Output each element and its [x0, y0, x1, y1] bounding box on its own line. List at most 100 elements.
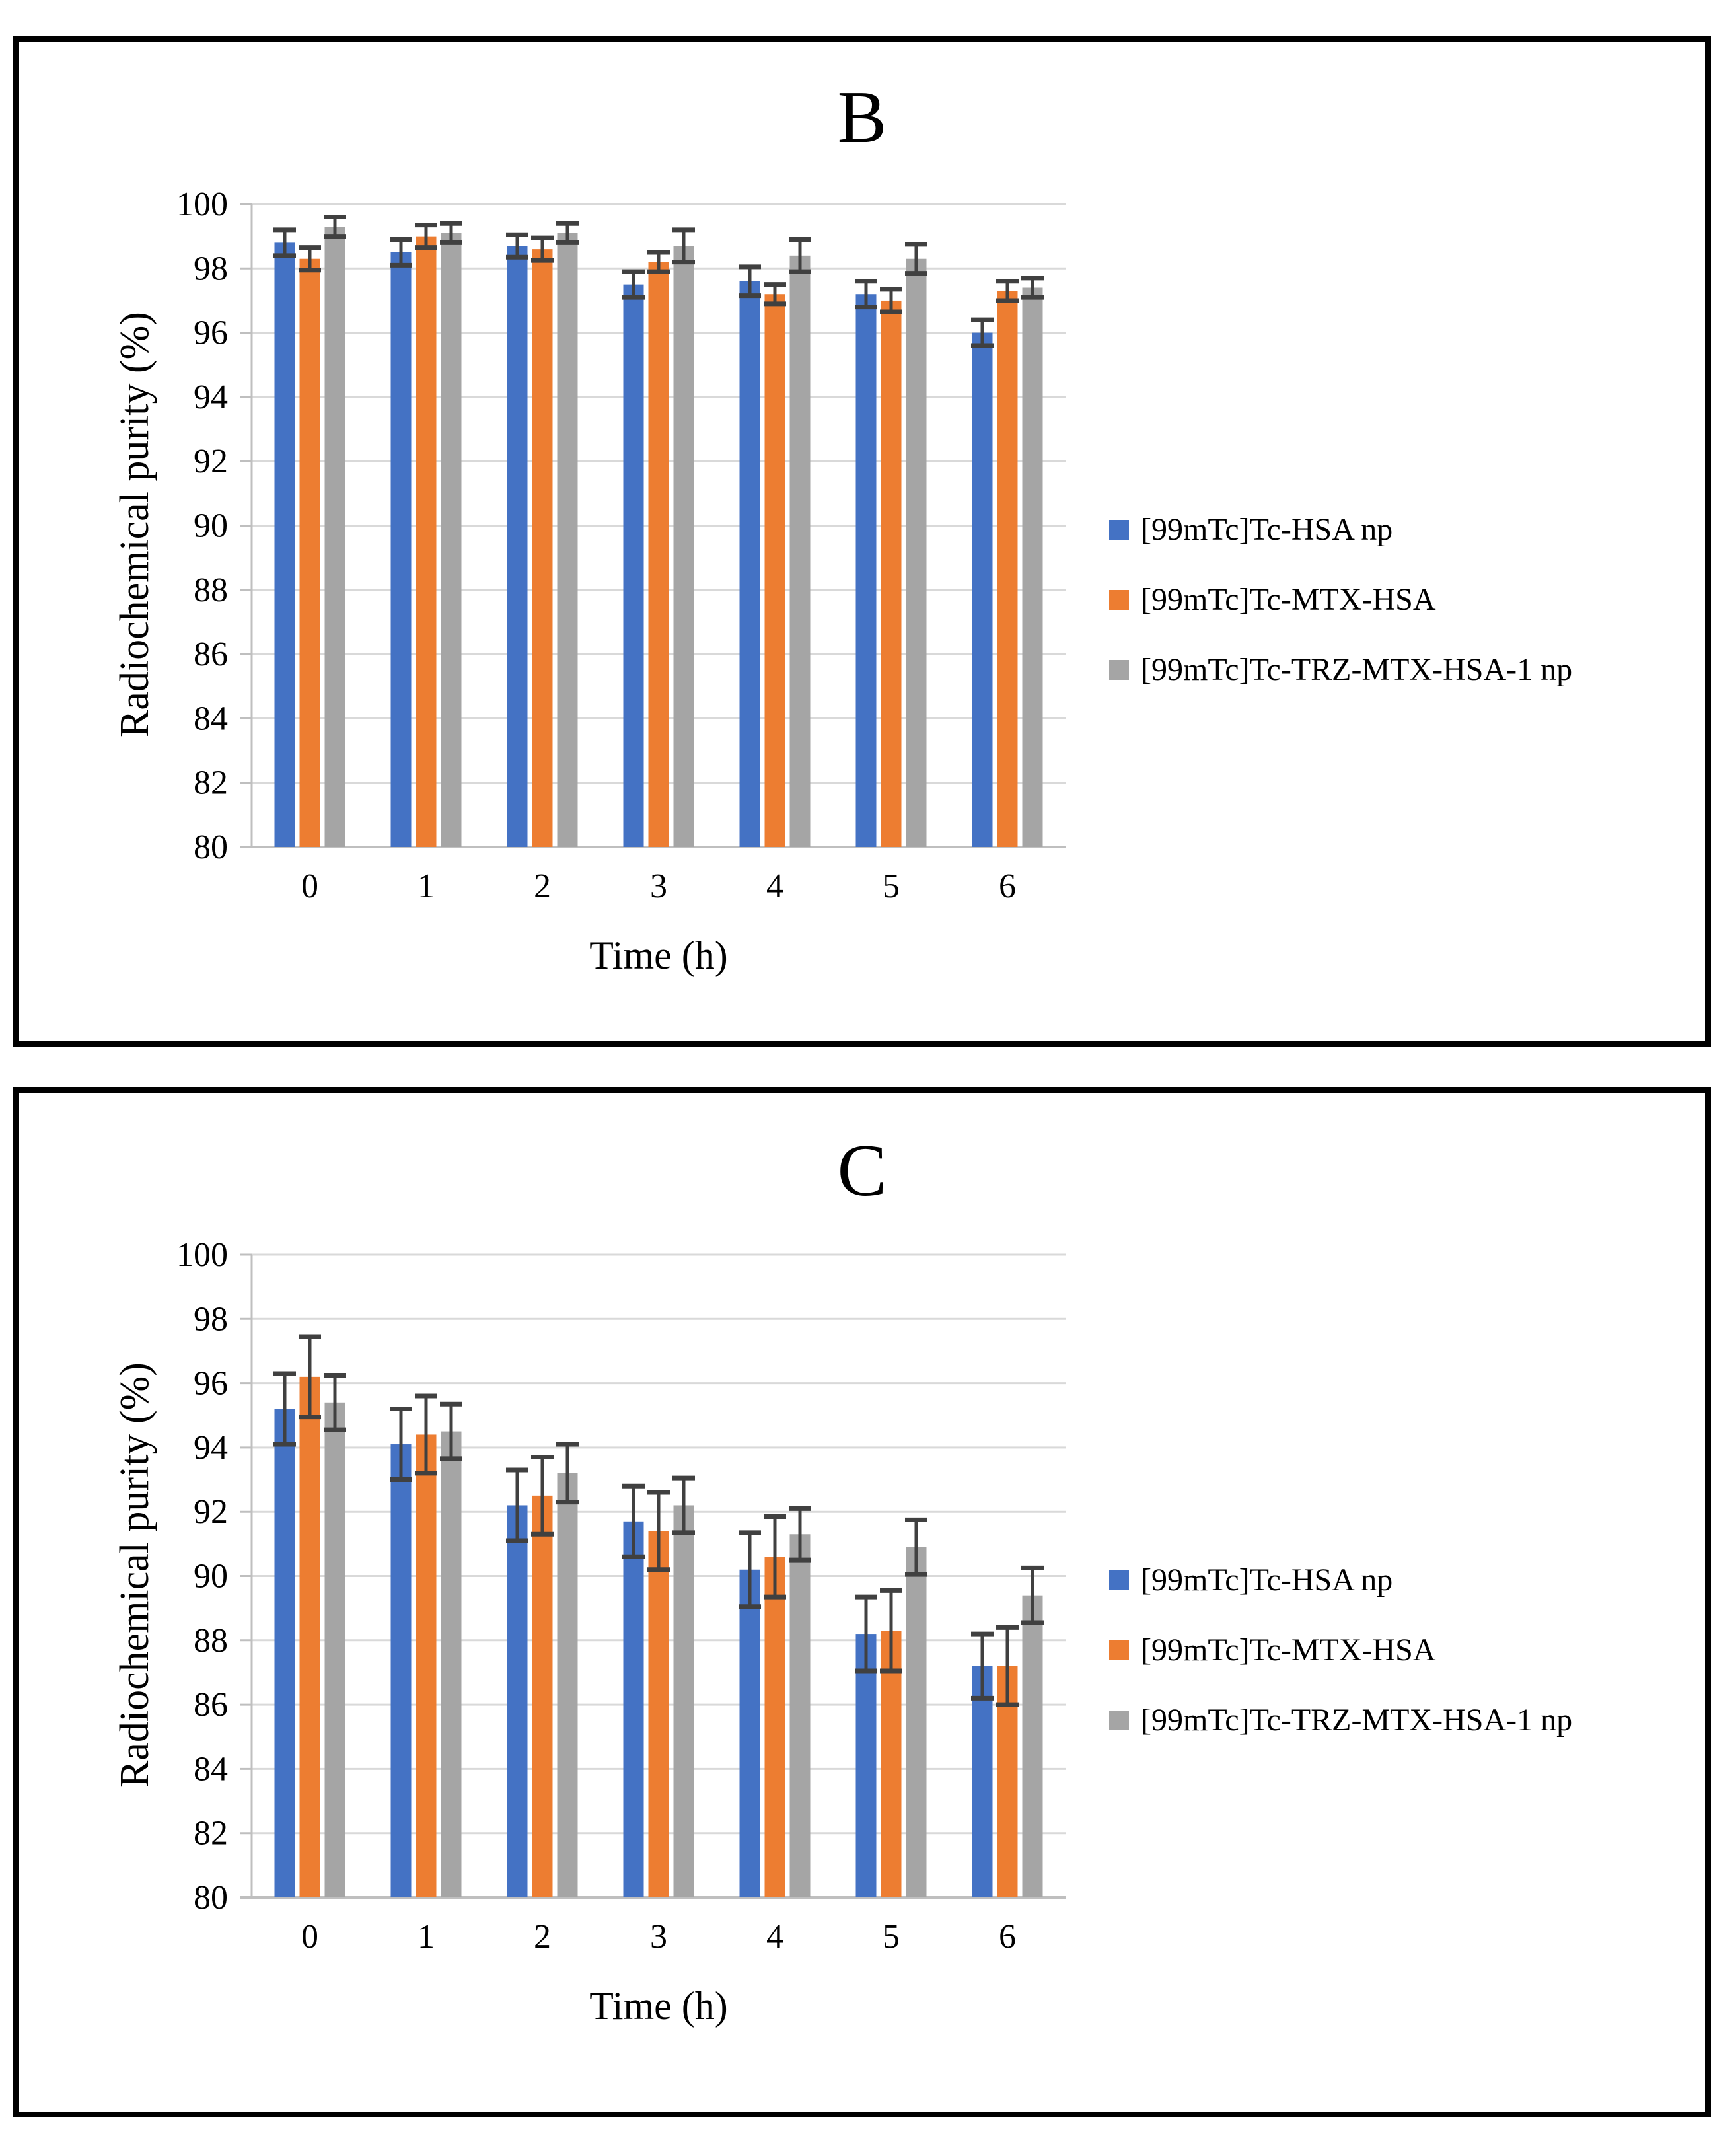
bar-series2-t1 [416, 236, 437, 847]
legend-label: [99mTc]Tc-HSA np [1141, 1563, 1393, 1598]
error-bar [390, 1407, 412, 1483]
bar-series1-t1 [390, 1444, 412, 1897]
error-bar [324, 214, 346, 239]
x-tick-label: 3 [650, 867, 667, 905]
x-tick-label: 1 [417, 1918, 435, 1956]
bar-series2-t0 [299, 1376, 320, 1897]
legend-swatch-orange [1109, 590, 1129, 610]
error-bar [1021, 276, 1044, 300]
bar-series1-t6 [972, 332, 993, 848]
x-tick-label: 0 [301, 867, 318, 905]
error-bar [506, 232, 528, 260]
legend-swatch-blue [1109, 520, 1129, 540]
error-bar [299, 245, 321, 273]
error-bar [672, 227, 695, 265]
y-tick-label: 82 [194, 764, 228, 802]
chart-b-x-axis-title: Time (h) [589, 934, 728, 977]
error-bar [996, 279, 1019, 303]
panel-b: B Radiochemical purity (%) 80 82 84 86 88 90 9… [13, 36, 1711, 1047]
y-tick-label: 96 [194, 314, 228, 352]
bar-series2-t5 [881, 300, 902, 847]
chart-b-title: B [837, 77, 887, 159]
error-bar [556, 221, 579, 245]
bar-series2-t3 [648, 262, 669, 847]
bar-series3-t1 [441, 233, 462, 847]
legend-swatch-blue [1109, 1570, 1129, 1590]
legend-swatch-gray [1109, 660, 1129, 680]
error-bar [971, 317, 994, 348]
error-bar [273, 227, 296, 258]
y-tick-label: 96 [194, 1365, 228, 1403]
y-tick-label: 80 [194, 828, 228, 866]
error-bar [556, 1442, 579, 1505]
legend-label: [99mTc]Tc-HSA np [1141, 512, 1393, 547]
bar-series1-t4 [739, 1569, 760, 1897]
x-tick-label: 0 [301, 1918, 318, 1956]
bar-series1-t5 [855, 1634, 877, 1897]
y-tick-label: 94 [194, 1429, 228, 1467]
bar-series3-t5 [906, 1547, 927, 1897]
bar-series3-t1 [441, 1431, 462, 1897]
bar-series1-t3 [623, 284, 644, 847]
bar-series1-t3 [623, 1521, 644, 1897]
y-tick-label: 90 [194, 507, 228, 545]
chart-c-title: C [837, 1130, 887, 1212]
x-tick-label: 2 [534, 1918, 551, 1956]
bar-series3-t6 [1022, 1595, 1043, 1897]
chart-b-x-ticks: 0 1 2 3 4 5 6 [252, 869, 1066, 904]
bar-series1-t4 [739, 281, 760, 847]
x-tick-label: 5 [883, 867, 900, 905]
legend-item: [99mTc]Tc-MTX-HSA [1109, 583, 1572, 617]
legend-swatch-orange [1109, 1640, 1129, 1660]
chart-b-legend: [99mTc]Tc-HSA np [99mTc]Tc-MTX-HSA [99mT… [1109, 513, 1572, 723]
error-bar [415, 1393, 437, 1476]
bar-series3-t6 [1022, 287, 1043, 847]
y-tick-label: 100 [176, 1236, 228, 1274]
legend-item: [99mTc]Tc-HSA np [1109, 513, 1572, 547]
error-bar [789, 237, 811, 274]
legend-label: [99mTc]Tc-TRZ-MTX-HSA-1 np [1141, 1703, 1573, 1738]
bar-series2-t0 [299, 258, 320, 848]
y-tick-label: 88 [194, 571, 228, 609]
error-bar [440, 221, 462, 245]
bar-series1-t5 [855, 294, 877, 848]
x-tick-label: 2 [534, 867, 551, 905]
legend-swatch-gray [1109, 1711, 1129, 1730]
bar-series1-t6 [972, 1666, 993, 1897]
chart-c-x-axis-title: Time (h) [589, 1984, 728, 2028]
bar-series3-t3 [673, 1505, 694, 1897]
error-bar [506, 1467, 528, 1543]
y-tick-label: 90 [194, 1558, 228, 1596]
error-bar [440, 1401, 462, 1461]
bar-series3-t4 [789, 1534, 811, 1897]
legend-label: [99mTc]Tc-MTX-HSA [1141, 582, 1436, 617]
bar-series3-t2 [557, 1473, 578, 1897]
y-tick-label: 92 [194, 443, 228, 480]
error-bar [739, 1530, 761, 1609]
error-bar [672, 1475, 695, 1535]
y-tick-label: 100 [176, 186, 228, 223]
bar-series1-t2 [507, 246, 528, 847]
error-bar [647, 1490, 670, 1572]
y-tick-label: 98 [194, 1300, 228, 1338]
error-bar [531, 235, 554, 263]
y-tick-label: 86 [194, 1686, 228, 1724]
y-tick-label: 86 [194, 636, 228, 673]
chart-b-plot: 80 82 84 86 88 90 92 94 96 98 100 [176, 186, 1066, 866]
bar-series3-t3 [673, 246, 694, 847]
legend-item: [99mTc]Tc-TRZ-MTX-HSA-1 np [1109, 653, 1572, 687]
error-bar [905, 1517, 927, 1577]
bar-series2-t6 [997, 291, 1018, 848]
error-bar [996, 1625, 1019, 1707]
bar-series2-t4 [764, 294, 785, 848]
legend-item: [99mTc]Tc-MTX-HSA [1109, 1633, 1572, 1668]
bar-series2-t2 [532, 1495, 553, 1897]
y-tick-label: 84 [194, 700, 228, 737]
error-bar [324, 1372, 346, 1432]
y-tick-label: 80 [194, 1879, 228, 1917]
legend-item: [99mTc]Tc-HSA np [1109, 1563, 1572, 1598]
error-bar [880, 1588, 902, 1674]
panel-c: C Radiochemical purity (%) 80 82 84 86 88 90 9… [13, 1087, 1711, 2117]
x-tick-label: 4 [766, 1918, 783, 1956]
bar-series1-t0 [274, 242, 295, 847]
